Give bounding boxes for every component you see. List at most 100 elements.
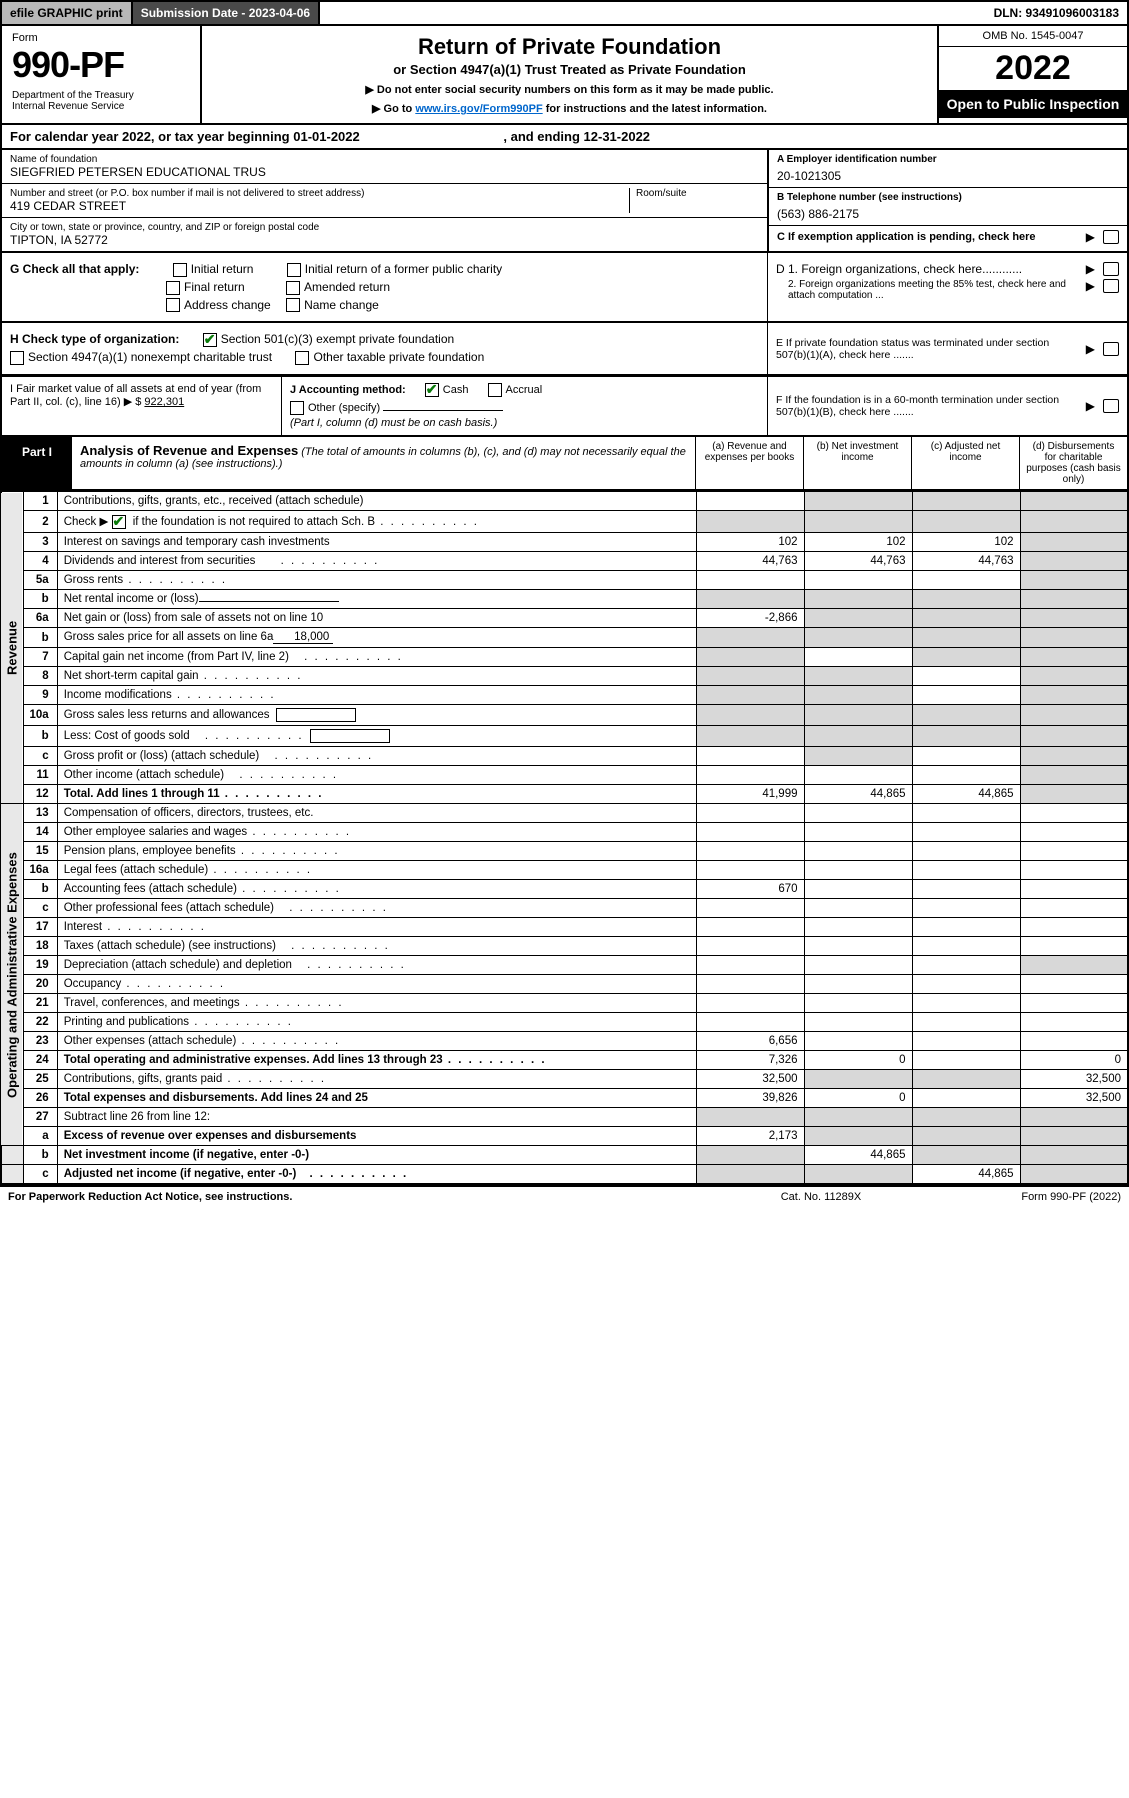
501c3-checkbox[interactable] — [203, 333, 217, 347]
form-word: Form — [12, 32, 190, 44]
d1-checkbox[interactable] — [1103, 262, 1119, 276]
cell-value: 44,865 — [912, 1165, 1020, 1185]
initial-return-checkbox[interactable] — [173, 263, 187, 277]
cell-value: 32,500 — [1020, 1089, 1128, 1108]
arrow-icon: ▶ — [1086, 230, 1095, 244]
4947-checkbox[interactable] — [10, 351, 24, 365]
g-d-block: G Check all that apply: Initial return I… — [0, 253, 1129, 323]
row-num: 17 — [23, 918, 57, 937]
name-change-label: Name change — [304, 298, 379, 312]
other-method-checkbox[interactable] — [290, 401, 304, 415]
row-num: 12 — [23, 785, 57, 804]
h-e-block: H Check type of organization: Section 50… — [0, 323, 1129, 376]
c-checkbox[interactable] — [1103, 230, 1119, 244]
row-num: b — [23, 1146, 57, 1165]
e-checkbox[interactable] — [1103, 342, 1119, 356]
cell-value: -2,866 — [696, 609, 804, 628]
city-label: City or town, state or province, country… — [10, 222, 759, 233]
table-row: 9 Income modifications — [1, 686, 1128, 705]
row-num: c — [23, 1165, 57, 1185]
table-row: 2 Check ▶ if the foundation is not requi… — [1, 511, 1128, 533]
row-num: 23 — [23, 1032, 57, 1051]
department-label: Department of the Treasury Internal Reve… — [12, 90, 190, 112]
address-change-checkbox[interactable] — [166, 298, 180, 312]
address-change-label: Address change — [184, 298, 271, 312]
efile-label: efile GRAPHIC print — [2, 2, 133, 24]
schb-checkbox[interactable] — [112, 515, 126, 529]
table-row: 7 Capital gain net income (from Part IV,… — [1, 648, 1128, 667]
row-num: 11 — [23, 766, 57, 785]
name-change-checkbox[interactable] — [286, 298, 300, 312]
col-a-header: (a) Revenue and expenses per books — [695, 437, 803, 489]
row-desc: Taxes (attach schedule) (see instruction… — [57, 937, 696, 956]
row-num: c — [23, 899, 57, 918]
amended-return-checkbox[interactable] — [286, 281, 300, 295]
table-row: 20 Occupancy — [1, 975, 1128, 994]
accrual-label: Accrual — [506, 384, 543, 396]
page-footer: For Paperwork Reduction Act Notice, see … — [0, 1185, 1129, 1207]
f-checkbox[interactable] — [1103, 399, 1119, 413]
row-desc: Other income (attach schedule) — [57, 766, 696, 785]
other-taxable-checkbox[interactable] — [295, 351, 309, 365]
row-num: 5a — [23, 571, 57, 590]
table-row: 15 Pension plans, employee benefits — [1, 842, 1128, 861]
ein-label: A Employer identification number — [777, 154, 1119, 165]
f-label: F If the foundation is in a 60-month ter… — [776, 394, 1082, 418]
row-num: b — [23, 726, 57, 747]
row-num: 3 — [23, 533, 57, 552]
irs-link[interactable]: www.irs.gov/Form990PF — [415, 103, 542, 115]
row-num: 20 — [23, 975, 57, 994]
final-return-checkbox[interactable] — [166, 281, 180, 295]
j-label: J Accounting method: — [290, 384, 406, 396]
table-row: 11 Other income (attach schedule) — [1, 766, 1128, 785]
e-section: E If private foundation status was termi… — [767, 323, 1127, 374]
r2-pre: Check ▶ — [64, 516, 112, 528]
row-num: 7 — [23, 648, 57, 667]
table-row: 8 Net short-term capital gain — [1, 667, 1128, 686]
cal-mid: , and ending — [503, 129, 583, 144]
i-prefix: ▶ $ — [124, 396, 142, 408]
table-row: c Other professional fees (attach schedu… — [1, 899, 1128, 918]
col-b-header: (b) Net investment income — [803, 437, 911, 489]
other-taxable-label: Other taxable private foundation — [313, 350, 484, 364]
calendar-year-line: For calendar year 2022, or tax year begi… — [0, 125, 1129, 150]
submission-date: Submission Date - 2023-04-06 — [133, 2, 320, 24]
row-num: b — [23, 880, 57, 899]
note2-pre: ▶ Go to — [372, 103, 415, 115]
form-title: Return of Private Foundation — [214, 34, 925, 60]
initial-former-checkbox[interactable] — [287, 263, 301, 277]
table-row: b Accounting fees (attach schedule) 670 — [1, 880, 1128, 899]
6b-value: 18,000 — [273, 631, 333, 644]
row-desc: Total expenses and disbursements. Add li… — [57, 1089, 696, 1108]
j-section: J Accounting method: Cash Accrual Other … — [282, 377, 767, 435]
row-num: 8 — [23, 667, 57, 686]
part1-table: Revenue 1 Contributions, gifts, grants, … — [0, 491, 1129, 1185]
arrow-icon: ▶ — [1086, 342, 1095, 356]
row-desc: Net investment income (if negative, ente… — [57, 1146, 696, 1165]
table-row: c Adjusted net income (if negative, ente… — [1, 1165, 1128, 1185]
row-desc: Interest on savings and temporary cash i… — [57, 533, 696, 552]
row-desc: Other employee salaries and wages — [57, 823, 696, 842]
open-to-public: Open to Public Inspection — [939, 90, 1127, 118]
cell-value: 2,173 — [696, 1127, 804, 1146]
d-section: D 1. Foreign organizations, check here..… — [767, 253, 1127, 321]
row-desc: Net short-term capital gain — [57, 667, 696, 686]
ein-row: A Employer identification number 20-1021… — [769, 150, 1127, 188]
accrual-checkbox[interactable] — [488, 383, 502, 397]
cell-value: 44,763 — [696, 552, 804, 571]
row-desc: Contributions, gifts, grants paid — [57, 1070, 696, 1089]
phone-label: B Telephone number (see instructions) — [777, 192, 1119, 203]
f-section: F If the foundation is in a 60-month ter… — [767, 377, 1127, 435]
row-desc: Adjusted net income (if negative, enter … — [57, 1165, 696, 1185]
info-right: A Employer identification number 20-1021… — [767, 150, 1127, 251]
d2-checkbox[interactable] — [1103, 279, 1119, 293]
tax-year: 2022 — [939, 47, 1127, 90]
cash-checkbox[interactable] — [425, 383, 439, 397]
row-desc: Net gain or (loss) from sale of assets n… — [57, 609, 696, 628]
cell-value: 102 — [696, 533, 804, 552]
arrow-icon: ▶ — [1086, 279, 1095, 293]
row-desc: Legal fees (attach schedule) — [57, 861, 696, 880]
table-row: 25 Contributions, gifts, grants paid 32,… — [1, 1070, 1128, 1089]
e-label: E If private foundation status was termi… — [776, 337, 1082, 361]
row-desc: Accounting fees (attach schedule) — [57, 880, 696, 899]
